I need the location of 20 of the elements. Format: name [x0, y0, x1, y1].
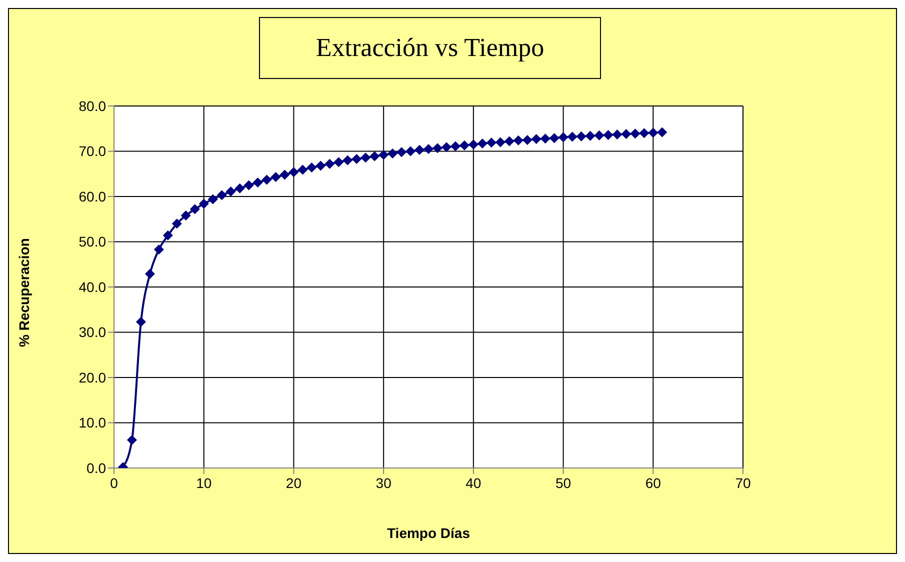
y-tick-label: 30.0 — [78, 324, 106, 340]
x-tick-label: 50 — [555, 475, 572, 491]
x-tick-label: 20 — [286, 475, 302, 491]
y-tick-label: 40.0 — [78, 278, 106, 295]
x-tick-label: 70 — [735, 475, 751, 491]
y-tick-label: 80.0 — [78, 98, 106, 114]
x-tick-label: 0 — [110, 475, 118, 491]
x-tick-label: 10 — [196, 475, 212, 491]
y-tick-label: 10.0 — [78, 414, 106, 431]
x-tick-label: 60 — [645, 475, 662, 491]
y-tick-label: 60.0 — [78, 188, 106, 204]
y-tick-label: 0.0 — [86, 460, 106, 476]
y-tick-label: 20.0 — [78, 369, 106, 386]
chart-title: Extracción vs Tiempo — [259, 17, 601, 79]
y-axis-title: % Recuperacion — [16, 238, 32, 347]
x-tick-label: 40 — [466, 475, 482, 491]
y-tick-label: 50.0 — [78, 234, 106, 250]
x-tick-label: 30 — [376, 475, 392, 491]
y-tick-label: 70.0 — [78, 143, 106, 160]
x-axis-title: Tiempo Días — [387, 525, 470, 541]
